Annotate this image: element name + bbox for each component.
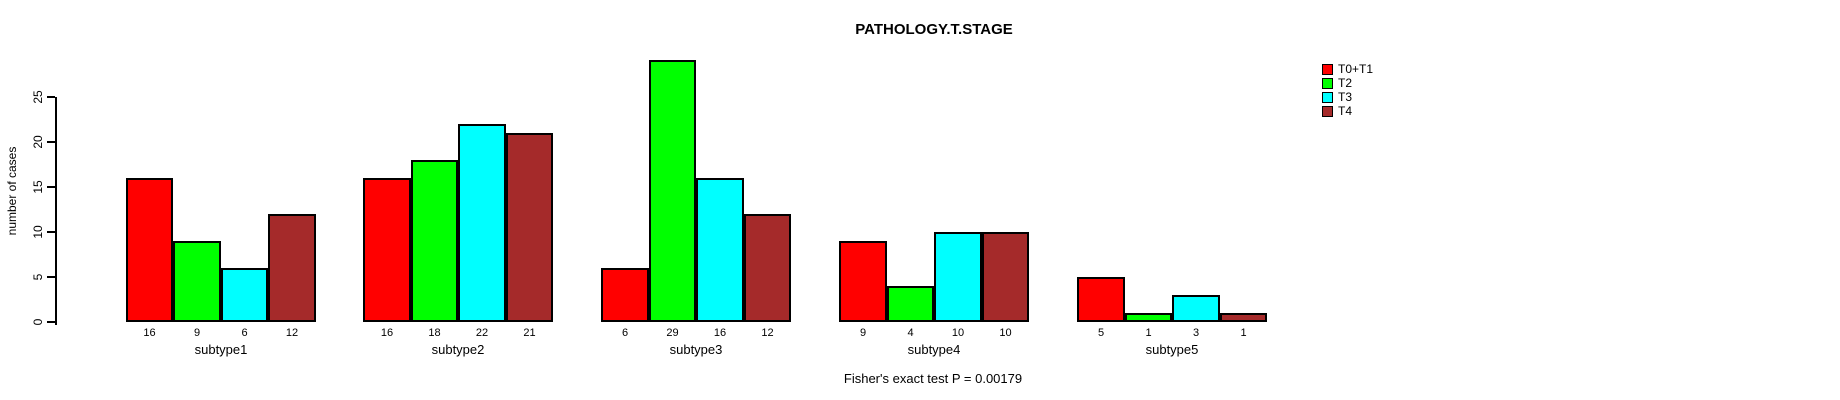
legend-label: T2 xyxy=(1338,76,1353,90)
bar-value-label: 9 xyxy=(859,327,867,339)
bar-value-label: 22 xyxy=(475,327,489,339)
bar-subtype3-T2 xyxy=(649,60,696,322)
bar-subtype3-T4 xyxy=(744,214,791,322)
bar-subtype5-T0+T1 xyxy=(1077,277,1125,322)
bar-subtype5-T3 xyxy=(1172,295,1220,322)
legend-label: T4 xyxy=(1338,104,1353,118)
y-axis-tick xyxy=(47,141,55,143)
bar-value-label: 12 xyxy=(761,327,774,339)
chart-title: PATHOLOGY.T.STAGE xyxy=(855,21,1013,38)
bar-value-label: 9 xyxy=(193,327,201,339)
bar-value-label: 4 xyxy=(907,327,914,339)
bar-subtype1-T3 xyxy=(221,268,268,322)
category-label-subtype3: subtype3 xyxy=(669,342,723,357)
bar-value-label: 3 xyxy=(1192,327,1200,339)
bar-subtype2-T3 xyxy=(458,124,506,322)
y-axis-tick-label: 5 xyxy=(31,273,45,281)
legend-item-T4: T4 xyxy=(1322,105,1373,118)
category-label-subtype4: subtype4 xyxy=(907,342,961,357)
bar-value-label: 16 xyxy=(380,327,394,339)
bar-subtype4-T4 xyxy=(982,232,1029,322)
y-axis-tick-label: 0 xyxy=(31,318,45,326)
bar-value-label: 1 xyxy=(1240,327,1247,339)
y-axis-label: number of cases xyxy=(5,146,19,236)
bar-value-label: 6 xyxy=(241,327,248,339)
bar-value-label: 6 xyxy=(621,327,629,339)
bar-value-label: 10 xyxy=(951,327,965,339)
bar-value-label: 29 xyxy=(666,327,679,339)
category-label-subtype2: subtype2 xyxy=(431,342,485,357)
legend-label: T3 xyxy=(1338,90,1353,104)
y-axis-tick xyxy=(47,276,55,278)
legend-swatch xyxy=(1322,64,1333,75)
legend-item-T2: T2 xyxy=(1322,77,1373,90)
y-axis-tick-label: 20 xyxy=(31,135,45,149)
legend-label: T0+T1 xyxy=(1338,62,1374,76)
bar-subtype2-T0+T1 xyxy=(363,178,411,322)
bar-value-label: 10 xyxy=(999,327,1012,339)
bar-subtype3-T3 xyxy=(696,178,744,322)
y-axis-line xyxy=(55,97,57,325)
fisher-test-annotation: Fisher's exact test P = 0.00179 xyxy=(843,371,1023,386)
bar-value-label: 12 xyxy=(285,327,299,339)
category-label-subtype5: subtype5 xyxy=(1145,342,1199,357)
y-axis-tick xyxy=(47,231,55,233)
bar-subtype3-T0+T1 xyxy=(601,268,649,322)
y-axis-tick xyxy=(47,96,55,98)
bar-value-label: 5 xyxy=(1097,327,1105,339)
bar-subtype2-T2 xyxy=(411,160,458,322)
y-axis-tick-label: 15 xyxy=(31,180,45,194)
y-axis-tick xyxy=(47,186,55,188)
legend-swatch xyxy=(1322,92,1333,103)
bar-subtype2-T4 xyxy=(506,133,553,322)
category-label-subtype1: subtype1 xyxy=(194,342,248,357)
legend: T0+T1 T2 T3 T4 xyxy=(1322,63,1373,119)
bar-subtype5-T2 xyxy=(1125,313,1172,322)
bar-subtype5-T4 xyxy=(1220,313,1267,322)
legend-item-T3: T3 xyxy=(1322,91,1373,104)
bar-subtype4-T0+T1 xyxy=(839,241,887,322)
bar-value-label: 18 xyxy=(428,327,441,339)
bar-value-label: 16 xyxy=(713,327,727,339)
y-axis-tick-label: 10 xyxy=(31,225,45,239)
bar-value-label: 21 xyxy=(523,327,536,339)
bar-subtype1-T2 xyxy=(173,241,221,322)
bar-subtype4-T2 xyxy=(887,286,934,322)
bar-subtype4-T3 xyxy=(934,232,982,322)
legend-item-T0+T1: T0+T1 xyxy=(1322,63,1373,76)
bar-value-label: 1 xyxy=(1145,327,1152,339)
bar-value-label: 16 xyxy=(143,327,156,339)
legend-swatch xyxy=(1322,78,1333,89)
y-axis-tick xyxy=(47,321,55,323)
bar-subtype1-T0+T1 xyxy=(126,178,173,322)
bar-subtype1-T4 xyxy=(268,214,316,322)
legend-swatch xyxy=(1322,106,1333,117)
y-axis-tick-label: 25 xyxy=(31,90,45,104)
